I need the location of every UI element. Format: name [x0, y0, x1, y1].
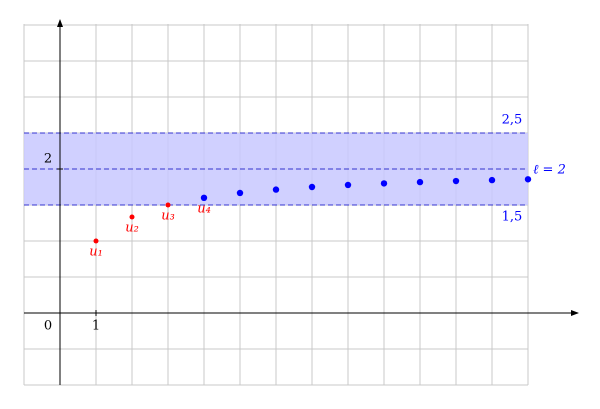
point [416, 178, 424, 186]
band-label: 2,5 [502, 113, 523, 128]
point [272, 186, 280, 193]
point [452, 177, 460, 185]
point [129, 214, 135, 220]
point [344, 181, 352, 189]
limit-label: ℓ = 2 [533, 163, 566, 178]
point [524, 176, 532, 183]
origin-label: 0 [44, 319, 52, 334]
point [93, 238, 99, 244]
point [488, 176, 496, 184]
point [165, 202, 171, 208]
point [200, 194, 208, 201]
point-label: u₃ [161, 209, 175, 224]
y-tick-label: 2 [44, 152, 52, 167]
point [380, 180, 388, 187]
point-label: u₁ [89, 245, 103, 260]
point [308, 183, 316, 191]
point-label: u₄ [197, 201, 211, 216]
point-label: u₂ [125, 221, 139, 236]
band-label: 1,5 [502, 210, 523, 225]
point [236, 189, 244, 197]
x-tick-label: 1 [92, 319, 100, 334]
